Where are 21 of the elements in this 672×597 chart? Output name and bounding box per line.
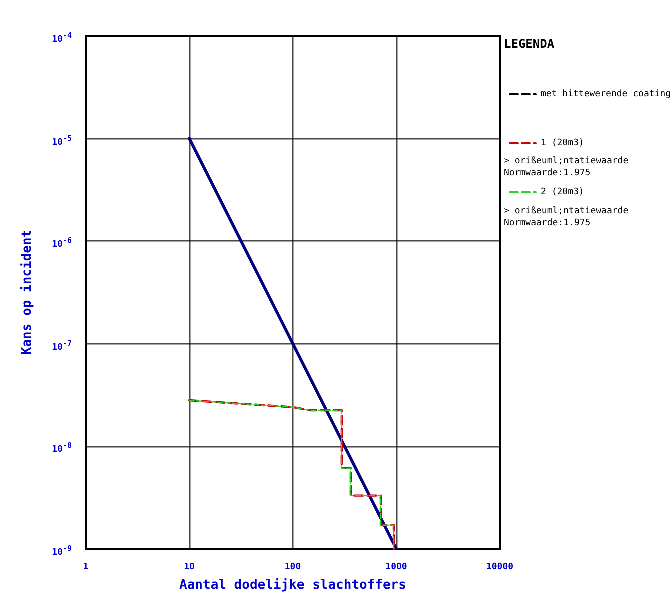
legend-title: LEGENDA bbox=[504, 37, 556, 51]
y-tick-label: 10$^{-8}$ bbox=[52, 440, 72, 456]
y-tick-label: 10$^{-9}$ bbox=[52, 543, 72, 559]
legend-label: 1 (20m3) bbox=[541, 138, 584, 148]
legend-label: 2 (20m3) bbox=[541, 188, 584, 198]
legend-label: met hittewerende coating bbox=[541, 90, 672, 100]
y-tick-label: 10$^{-4}$ bbox=[52, 30, 72, 46]
text: Normwaarde:1.975 bbox=[504, 218, 591, 228]
x-tick-label: 100 bbox=[284, 562, 302, 572]
y-tick-label: 10$^{-7}$ bbox=[52, 338, 72, 354]
y-tick-label: 10$^{-5}$ bbox=[52, 132, 72, 149]
text: Normwaarde:1.975 bbox=[504, 168, 591, 178]
text: > orißeuml;ntatiewaarde bbox=[504, 206, 629, 216]
x-tick-label: 10000 bbox=[486, 562, 514, 572]
x-tick-label: 10 bbox=[184, 562, 195, 572]
text: > orißeuml;ntatiewaarde bbox=[504, 156, 629, 166]
x-axis-title: Aantal dodelijke slachtoffers bbox=[180, 578, 406, 593]
x-tick-label: 1000 bbox=[386, 562, 408, 572]
x-tick-label: 1 bbox=[83, 562, 89, 572]
y-axis-title: Kans op incident bbox=[20, 230, 35, 356]
y-tick-label: 10$^{-6}$ bbox=[52, 235, 72, 252]
